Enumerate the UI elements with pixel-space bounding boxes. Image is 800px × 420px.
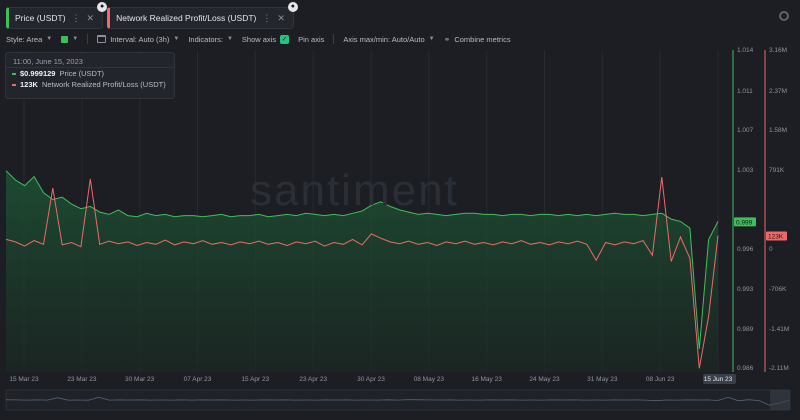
kebab-icon[interactable]: ⋮: [262, 12, 272, 23]
checkbox-checked-icon[interactable]: ✓: [280, 34, 290, 44]
pnl-axis-tick: -706K: [769, 286, 787, 293]
x-axis-tick: 15 Apr 23: [241, 376, 269, 383]
close-icon[interactable]: ✕: [277, 12, 285, 23]
calendar-icon: [97, 35, 107, 43]
tooltip-pnl-value: 123K: [20, 80, 38, 89]
navigator-series: [5, 396, 791, 406]
axes: 1.014 1.011 1.007 1.003 0.996 0.993 0.989 0.986…: [5, 47, 791, 411]
hover-tooltip: 11:00, June 15, 2023 $0.999129 Price (US…: [5, 52, 175, 99]
tab-network-realized-pnl[interactable]: Network Realized Profit/Loss (USDT) ⋮ ✕ …: [107, 2, 298, 29]
legend-mark: [12, 83, 16, 86]
price-axis-tick: 0.993: [737, 286, 754, 293]
settings-icon[interactable]: [779, 11, 789, 21]
tab-pnl-label: Network Realized Profit/Loss (USDT): [116, 13, 257, 23]
color-picker[interactable]: ▼: [61, 35, 79, 43]
show-axis-label: Show axis: [241, 34, 277, 44]
chevron-down-icon: ▼: [72, 36, 79, 42]
combine-label: Combine metrics: [454, 34, 511, 44]
price-axis-tick: 0.989: [737, 326, 754, 333]
kebab-icon[interactable]: ⋮: [71, 12, 81, 23]
show-axis-toggle[interactable]: Show axis ✓: [241, 34, 290, 44]
x-axis-tick: 23 Mar 23: [67, 376, 97, 383]
divider: [333, 34, 335, 44]
style-label: Style: Area: [6, 34, 43, 44]
pnl-axis-tick: -1.41M: [769, 326, 789, 333]
tooltip-date: 11:00, June 15, 2023: [6, 53, 174, 68]
axis-max-min-label: Axis max/min: Auto/Auto: [343, 34, 425, 44]
price-area: [6, 170, 718, 372]
combine-metrics-button[interactable]: ⚭ Combine metrics: [444, 35, 511, 44]
axis-max-min-dropdown[interactable]: Axis max/min: Auto/Auto ▼: [343, 35, 434, 44]
price-axis-tick: 1.011: [737, 88, 753, 95]
tooltip-row-price: $0.999129 Price (USDT): [6, 68, 174, 79]
x-axis-tick: 23 Apr 23: [299, 376, 327, 383]
x-axis-tick: 30 Mar 23: [125, 376, 155, 383]
x-axis-tick: 08 Jun 23: [646, 376, 675, 383]
price-series-line: [5, 170, 719, 350]
interval-label: Interval: Auto (3h): [110, 34, 170, 44]
x-axis-tick: 24 May 23: [529, 376, 560, 383]
chevron-down-icon: ▼: [173, 36, 180, 42]
x-axis-tick: 07 Apr 23: [184, 376, 212, 383]
combine-icon: ⚭: [443, 34, 451, 44]
x-axis-tick: 15 Mar 23: [9, 376, 39, 383]
price-axis-tick: 1.007: [737, 127, 754, 134]
price-axis-tick: 0.986: [737, 365, 754, 372]
x-axis-tick: 30 Apr 23: [357, 376, 385, 383]
pnl-axis-tick: -2.11M: [769, 365, 789, 372]
price-current-badge: [734, 217, 756, 227]
indicators-label: Indicators:: [188, 34, 223, 44]
price-axis-tick: 0.996: [737, 246, 754, 253]
chevron-down-icon: ▼: [428, 36, 435, 42]
pin-axis-toggle[interactable]: Pin axis: [298, 35, 324, 44]
tab-price[interactable]: Price (USDT) ⋮ ✕ ●: [6, 2, 108, 29]
interval-dropdown[interactable]: Interval: Auto (3h) ▼: [97, 35, 179, 44]
x-tick-highlight: [703, 374, 736, 384]
legend-mark: [12, 72, 16, 75]
pnl-axis-tick: 3.16M: [769, 47, 787, 54]
pnl-current-badge: [766, 231, 787, 241]
divider: [87, 34, 89, 44]
x-axis-tick: 16 May 23: [471, 376, 502, 383]
pnl-axis-tick: 1.58M: [769, 127, 787, 134]
tooltip-pnl-label: Network Realized Profit/Loss (USDT): [41, 80, 166, 89]
color-swatch: [61, 35, 69, 43]
tooltip-price-label: Price (USDT): [59, 69, 105, 78]
tooltip-row-pnl: 123K Network Realized Profit/Loss (USDT): [6, 79, 174, 90]
price-current-value: 0.999: [736, 219, 753, 226]
x-axis-tick: 15 Jun 23: [704, 376, 733, 383]
pnl-axis-tick: 2.37M: [769, 88, 787, 95]
pnl-axis-tick: 0: [769, 246, 773, 253]
plot-area: [5, 50, 719, 372]
pin-icon[interactable]: ●: [97, 2, 108, 12]
close-icon[interactable]: ✕: [86, 12, 95, 23]
pin-icon[interactable]: ●: [287, 2, 298, 12]
tooltip-price-value: $0.999129: [20, 69, 56, 78]
pnl-series-line: [5, 177, 719, 369]
pin-axis-label: Pin axis: [298, 34, 325, 44]
metric-tabs: Price (USDT) ⋮ ✕ ● Network Realized Prof…: [6, 2, 298, 29]
chevron-down-icon: ▼: [46, 36, 53, 42]
price-axis-tick: 1.014: [737, 47, 754, 54]
x-axis-tick: 08 May 23: [414, 376, 445, 383]
pnl-axis-tick: 791K: [769, 167, 785, 174]
tab-price-label: Price (USDT): [15, 13, 66, 23]
pnl-current-value: 123K: [768, 234, 784, 241]
navigator-selection-handle: [770, 390, 790, 410]
indicators-dropdown[interactable]: Indicators: ▼: [188, 35, 233, 44]
price-axis-tick: 1.003: [737, 167, 754, 174]
chart-toolbar: Style: Area ▼ ▼ Interval: Auto (3h) ▼ In…: [6, 33, 511, 45]
chevron-down-icon: ▼: [226, 36, 233, 42]
style-dropdown[interactable]: Style: Area ▼: [6, 35, 52, 44]
x-axis-tick: 31 May 23: [587, 376, 618, 383]
